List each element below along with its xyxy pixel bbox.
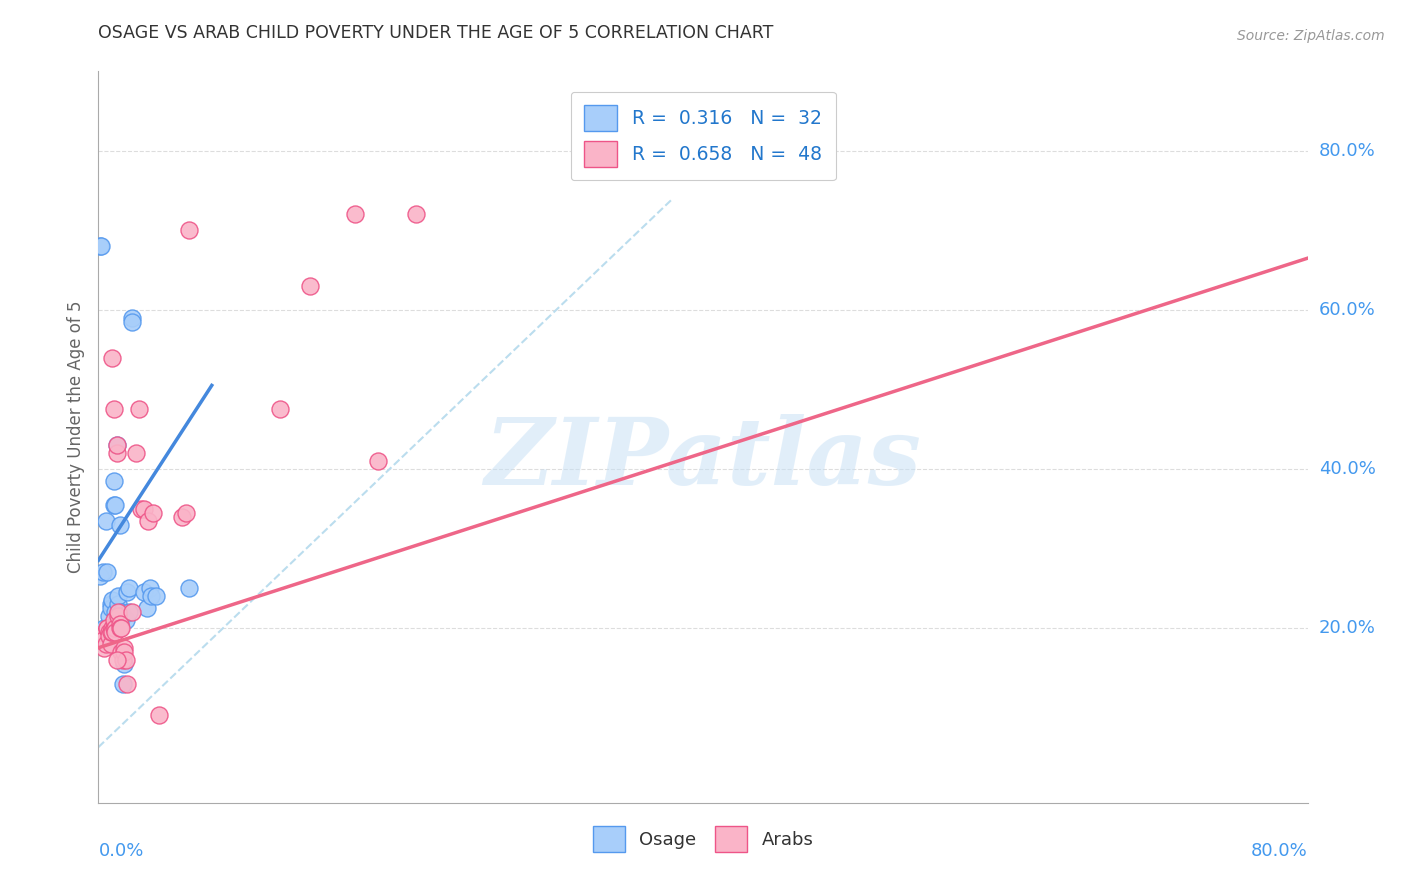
Point	[112, 657, 135, 671]
Point	[142, 506, 165, 520]
Point	[101, 593, 124, 607]
Point	[405, 207, 427, 221]
Point	[269, 402, 291, 417]
Point	[103, 498, 125, 512]
Point	[94, 514, 117, 528]
Point	[90, 629, 112, 643]
Point	[105, 446, 128, 460]
Point	[114, 653, 136, 667]
Point	[94, 637, 117, 651]
Point	[125, 446, 148, 460]
Text: Source: ZipAtlas.com: Source: ZipAtlas.com	[1237, 29, 1385, 44]
Point	[107, 589, 129, 603]
Point	[91, 632, 114, 647]
Text: OSAGE VS ARAB CHILD POVERTY UNDER THE AGE OF 5 CORRELATION CHART: OSAGE VS ARAB CHILD POVERTY UNDER THE AG…	[98, 24, 773, 42]
Legend: Osage, Arabs: Osage, Arabs	[583, 817, 823, 861]
Point	[98, 624, 121, 639]
Point	[104, 605, 127, 619]
Point	[105, 438, 128, 452]
Point	[110, 609, 132, 624]
Point	[136, 514, 159, 528]
Point	[104, 621, 127, 635]
Point	[104, 624, 127, 639]
Point	[132, 585, 155, 599]
Point	[100, 597, 122, 611]
Point	[89, 569, 111, 583]
Point	[89, 239, 111, 253]
Point	[174, 506, 197, 520]
Point	[111, 676, 134, 690]
Text: 40.0%: 40.0%	[1319, 460, 1375, 478]
Point	[105, 653, 128, 667]
Point	[96, 621, 118, 635]
Point	[105, 609, 128, 624]
Point	[100, 637, 122, 651]
Text: 60.0%: 60.0%	[1319, 301, 1375, 318]
Point	[108, 616, 131, 631]
Point	[110, 645, 132, 659]
Point	[108, 621, 131, 635]
Point	[107, 605, 129, 619]
Point	[132, 501, 155, 516]
Point	[100, 601, 122, 615]
Point	[100, 624, 122, 639]
Point	[111, 609, 134, 624]
Point	[91, 566, 114, 580]
Point	[105, 438, 128, 452]
Point	[96, 621, 118, 635]
Point	[90, 239, 112, 253]
Point	[107, 597, 129, 611]
Legend: R =  0.316   N =  32, R =  0.658   N =  48: R = 0.316 N = 32, R = 0.658 N = 48	[571, 92, 835, 180]
Point	[101, 624, 124, 639]
Point	[145, 589, 167, 603]
Point	[115, 676, 138, 690]
Y-axis label: Child Poverty Under the Age of 5: Child Poverty Under the Age of 5	[66, 301, 84, 574]
Point	[118, 605, 141, 619]
Point	[115, 585, 138, 599]
Point	[299, 279, 322, 293]
Point	[111, 653, 134, 667]
Point	[103, 474, 125, 488]
Point	[96, 566, 118, 580]
Point	[108, 517, 131, 532]
Point	[89, 632, 111, 647]
Point	[93, 621, 115, 635]
Point	[104, 498, 127, 512]
Text: 80.0%: 80.0%	[1319, 142, 1375, 160]
Point	[141, 589, 163, 603]
Point	[98, 609, 121, 624]
Point	[103, 621, 125, 635]
Point	[103, 402, 125, 417]
Point	[110, 605, 132, 619]
Point	[107, 609, 129, 624]
Point	[179, 581, 201, 595]
Text: 20.0%: 20.0%	[1319, 619, 1375, 637]
Point	[148, 708, 170, 723]
Point	[118, 581, 141, 595]
Point	[128, 402, 150, 417]
Point	[139, 581, 162, 595]
Point	[121, 315, 143, 329]
Point	[114, 613, 136, 627]
Point	[344, 207, 367, 221]
Point	[112, 640, 135, 655]
Point	[367, 454, 389, 468]
Point	[101, 621, 124, 635]
Point	[93, 640, 115, 655]
Point	[179, 223, 201, 237]
Point	[135, 601, 157, 615]
Point	[129, 501, 152, 516]
Point	[108, 609, 131, 624]
Text: 80.0%: 80.0%	[1251, 842, 1308, 860]
Point	[101, 351, 124, 365]
Point	[121, 605, 143, 619]
Text: 0.0%: 0.0%	[98, 842, 143, 860]
Point	[170, 509, 193, 524]
Point	[121, 310, 143, 325]
Point	[112, 645, 135, 659]
Point	[110, 621, 132, 635]
Point	[103, 613, 125, 627]
Text: ZIPatlas: ZIPatlas	[485, 414, 921, 504]
Point	[98, 629, 121, 643]
